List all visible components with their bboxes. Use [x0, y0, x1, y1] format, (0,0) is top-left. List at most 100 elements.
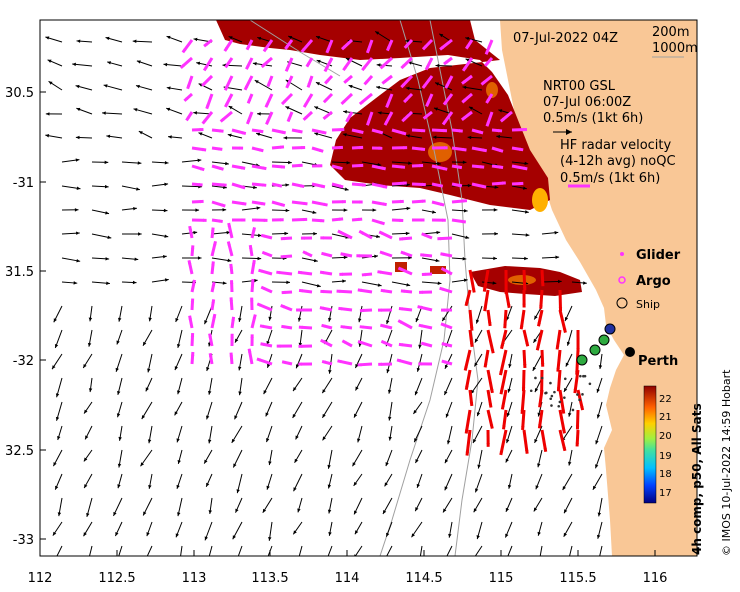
gsl-arrow-head	[193, 230, 198, 235]
glider-legend-label: Glider	[636, 248, 681, 263]
hf-arrow-head	[302, 251, 307, 255]
gsl-arrow-head	[263, 390, 267, 395]
gsl-arrow	[88, 545, 93, 556]
hf-arrow-head	[479, 130, 484, 134]
red-arrow	[486, 329, 495, 354]
gsl-arrow-head	[266, 363, 271, 368]
hf-arrow-head	[260, 324, 264, 329]
hf-arrow-head	[321, 252, 326, 256]
gsl-arrow-head	[257, 256, 262, 261]
gsl-arrow-head	[177, 512, 181, 517]
hf-arrow-head	[256, 358, 261, 362]
red-arrow-head	[562, 429, 566, 434]
gsl-arrow-head	[377, 111, 382, 115]
hf-arrow-head	[421, 342, 426, 346]
gsl-arrow	[56, 545, 63, 556]
hf-arrow-head	[182, 48, 187, 53]
hf-arrow-head	[399, 237, 403, 241]
gsl-arrow-head	[415, 507, 419, 512]
hf-arrow-head	[229, 280, 234, 284]
red-arrow-head	[522, 286, 527, 291]
gsl-arrow-head	[322, 436, 326, 441]
gsl-arrow-head	[76, 39, 81, 43]
red-arrow-head	[536, 346, 540, 351]
sst-warm-spot	[532, 188, 548, 212]
gsl-arrow-head	[268, 461, 272, 466]
hf-arrow-head	[190, 298, 195, 303]
hf-arrow-head	[421, 147, 426, 151]
gsl-arrow-head	[87, 342, 92, 347]
hf-arrow-head	[462, 98, 467, 103]
hf-arrow-head	[357, 288, 362, 293]
hf-radar-arrows	[179, 38, 528, 367]
hf-arrow-head	[225, 86, 229, 91]
gsl-arrow-head	[448, 533, 452, 538]
gsl-arrow-head	[465, 235, 470, 239]
red-arrow-head	[521, 426, 525, 430]
gsl-arrow-head	[327, 509, 332, 514]
gsl-arrow-head	[105, 36, 110, 41]
hf-arrow-head	[227, 241, 231, 246]
gsl-arrow-head	[102, 111, 106, 115]
gsl-arrow-head	[355, 386, 359, 391]
hf-arrow-head	[440, 252, 445, 257]
hf-arrow-head	[419, 290, 423, 295]
hf-arrow-head	[306, 62, 311, 67]
hf-arrow-head	[218, 147, 223, 151]
gsl-arrow-head	[506, 556, 509, 560]
red-arrow-head	[499, 451, 504, 455]
gsl-arrow-head	[204, 459, 208, 464]
hf-arrow-head	[342, 200, 346, 204]
track-dot	[581, 393, 584, 396]
gsl-arrow-head	[342, 133, 347, 137]
red-arrow-head	[465, 301, 469, 306]
gsl-arrow-head	[107, 235, 112, 239]
gsl-arrow-head	[84, 409, 88, 414]
gsl-arrow-head	[435, 82, 440, 86]
sst-warm-spot	[486, 82, 498, 98]
hf-arrow-head	[241, 218, 246, 222]
gsl-arrow-head	[54, 343, 59, 348]
gsl-arrow-head	[135, 84, 140, 89]
gsl-arrow-head	[384, 558, 387, 562]
gsl-arrow-head	[598, 558, 601, 562]
hf-arrow-head	[358, 340, 363, 345]
hf-arrow-head	[225, 102, 229, 107]
hf-arrow-head	[378, 130, 383, 134]
gsl-arrow-head	[116, 340, 120, 345]
gsl-arrow-head	[148, 484, 152, 489]
gsl-arrow-head	[285, 183, 290, 187]
gsl-arrow	[146, 545, 153, 556]
red-arrow-head	[576, 348, 580, 352]
gsl-arrow	[180, 545, 183, 556]
hf-arrow-head	[298, 325, 303, 330]
hf-arrow-head	[180, 64, 185, 68]
gsl-arrow-head	[284, 231, 289, 236]
hf-arrow-head	[286, 83, 290, 88]
gsl-arrow-head	[314, 132, 319, 136]
hf-arrow-head	[380, 324, 385, 328]
gsl-arrow-head	[204, 320, 208, 325]
gsl-arrow-head	[533, 507, 538, 512]
gsl-arrow-head	[227, 258, 232, 263]
gsl-arrow-head	[566, 341, 571, 346]
hf-arrow-head	[212, 314, 216, 318]
gsl-arrow-head	[565, 362, 569, 367]
hf-arrow-head	[229, 263, 233, 268]
gsl-arrow-head	[132, 39, 137, 43]
hf-arrow-head	[438, 183, 443, 188]
gsl-arrow-head	[232, 535, 236, 540]
gsl-arrow-head	[372, 208, 377, 212]
gsl-arrow-head	[293, 487, 297, 492]
hf-arrow-head	[252, 314, 257, 319]
gsl-arrow-head	[262, 508, 267, 513]
gsl-arrow-head	[298, 342, 303, 347]
hf-arrow-head	[439, 287, 444, 291]
red-arrow-head	[465, 451, 470, 456]
gsl-arrow-head	[377, 283, 382, 287]
hf-arrow-head	[187, 84, 191, 89]
hf-arrow-head	[463, 199, 467, 203]
x-tick-label: 114	[335, 571, 360, 586]
red-arrow-head	[487, 322, 492, 326]
hf-arrow-head	[229, 352, 234, 357]
